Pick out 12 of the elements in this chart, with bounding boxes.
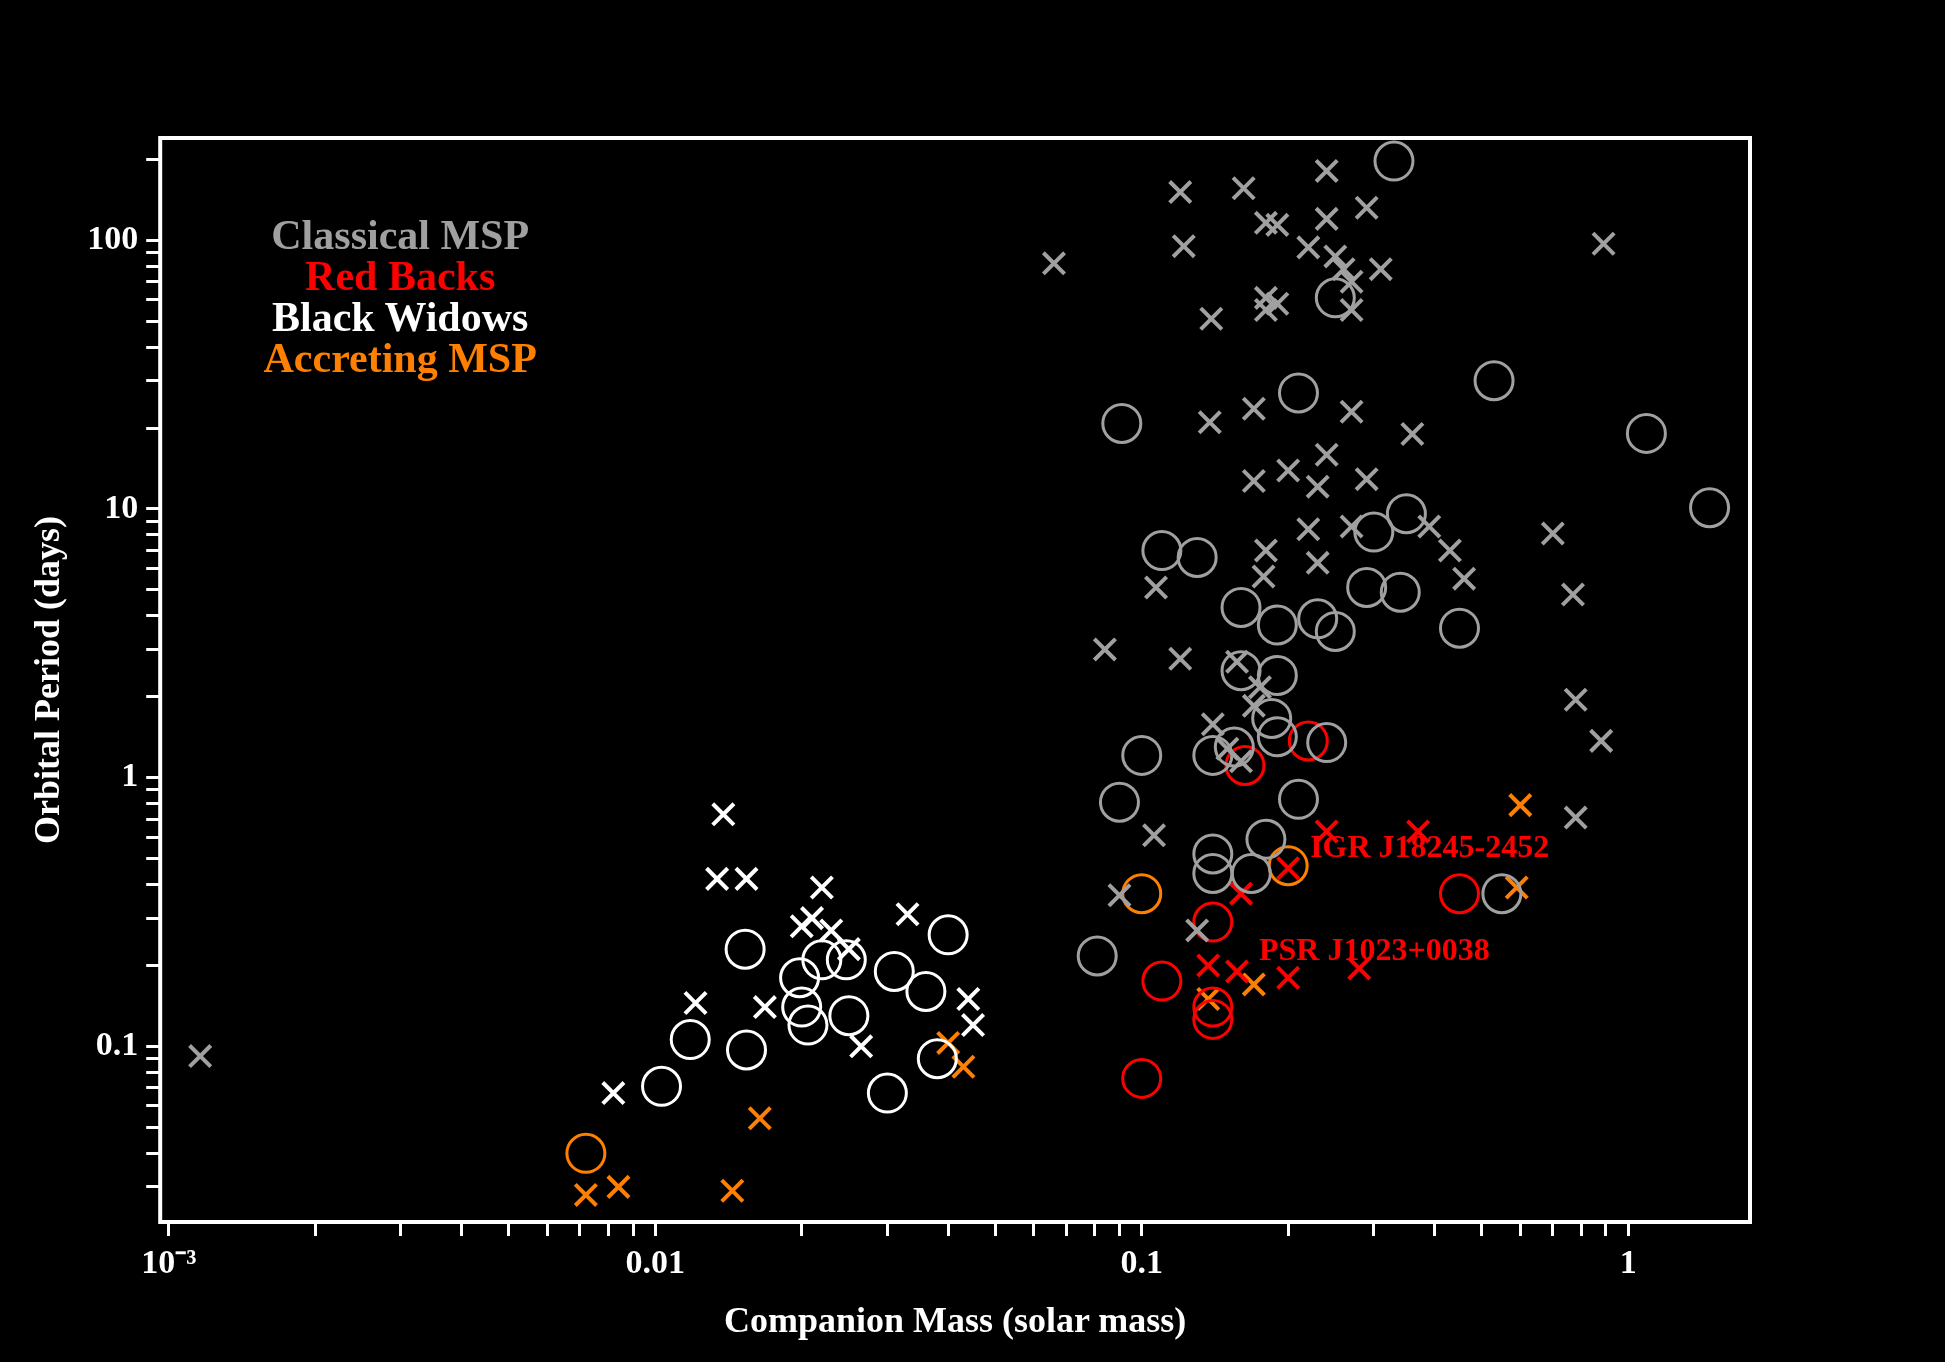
x-tick-label: 10⁻³ (141, 1243, 197, 1281)
y-tick-label: 100 (87, 218, 139, 256)
annotation: IGR J18245-2452 (1310, 827, 1550, 864)
x-tick-label: 0.01 (625, 1243, 686, 1281)
y-axis-title: Orbital Period (days) (26, 516, 67, 844)
y-tick-label: 0.1 (95, 1025, 139, 1063)
x-tick-label: 1 (1619, 1243, 1637, 1281)
y-tick-label: 1 (121, 756, 139, 794)
x-tick-label: 0.1 (1120, 1243, 1163, 1281)
x-axis-title: Companion Mass (solar mass) (723, 1299, 1187, 1340)
annotation: PSR J1023+0038 (1259, 930, 1490, 967)
y-tick-label: 10 (104, 487, 139, 525)
